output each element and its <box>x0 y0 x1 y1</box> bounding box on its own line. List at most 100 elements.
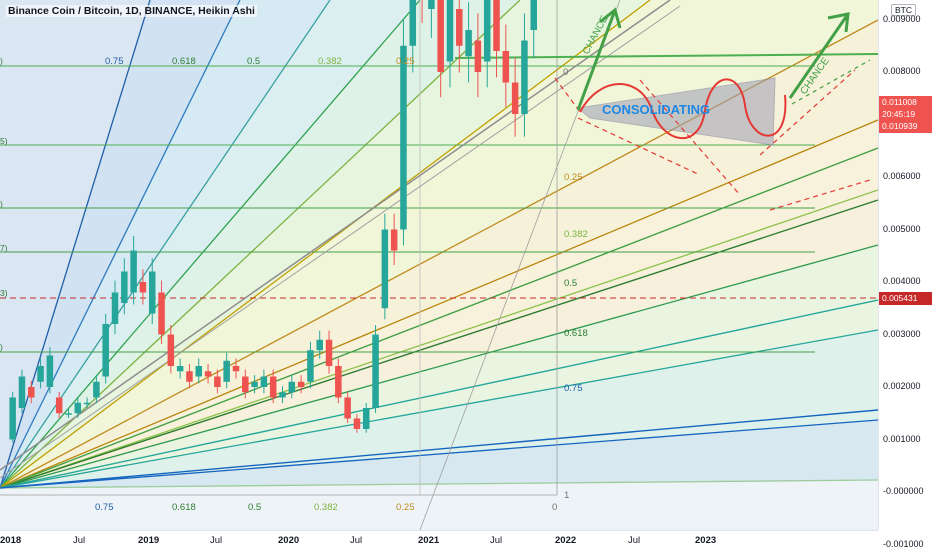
time-tick-label: 2023 <box>695 535 717 546</box>
price-tick-label: 0.001000 <box>883 433 921 444</box>
price-tick-label: 0.004000 <box>883 276 921 286</box>
time-tick-label: 2021 <box>418 535 440 546</box>
price-box: 0.011008 <box>879 96 932 109</box>
projection-dashes <box>554 69 871 211</box>
candle-body <box>297 381 305 387</box>
candle-body <box>195 366 203 377</box>
candle-body <box>390 229 398 251</box>
candle-body <box>344 397 351 419</box>
candle-body <box>139 282 147 293</box>
price-tick-label: -0.000000 <box>883 486 924 496</box>
consolidation-box <box>576 77 776 146</box>
price-tick-label: -0.001000 <box>883 538 924 549</box>
candle-body <box>483 0 491 62</box>
time-tick-label: 2020 <box>278 535 300 546</box>
time-tick-label: Jul <box>210 535 223 546</box>
time-tick-label: Jul <box>73 535 86 546</box>
fib-bottom-label: 0.25 <box>396 502 415 513</box>
candle-body <box>493 0 500 51</box>
price-box: 0.010939 <box>879 120 932 133</box>
fib-top-label: 0.382 <box>318 56 342 67</box>
candle-body <box>335 366 342 398</box>
candle-body <box>148 271 156 314</box>
fan-line <box>0 419 878 489</box>
fan-line <box>0 244 878 489</box>
chart-title: Binance Coin / Bitcoin, 1D, BINANCE, Hei… <box>6 5 257 17</box>
currency-unit[interactable]: BTC <box>891 4 916 16</box>
candle-body <box>474 40 482 72</box>
fib-top-label: 0.75 <box>105 56 124 67</box>
candle-body <box>325 339 333 366</box>
fib-right-label: 0.75 <box>564 383 583 394</box>
trend-line <box>0 0 671 471</box>
left-edge-label: ) <box>0 199 3 209</box>
candle-body <box>269 376 277 398</box>
fib-top-label: 0.5 <box>247 56 260 67</box>
candle-body <box>260 376 268 387</box>
green-projection <box>791 59 871 105</box>
time-tick-label: 2019 <box>138 535 160 546</box>
fib-right-label: 0.25 <box>564 172 583 183</box>
fib-bottom-label: 0 <box>552 502 557 513</box>
fan-line <box>0 0 331 489</box>
fib-bottom-label: 0.5 <box>248 502 261 513</box>
candle-body <box>186 371 193 382</box>
fan-line <box>0 189 878 489</box>
time-tick-label: Jul <box>350 535 363 546</box>
fan-line <box>0 479 878 489</box>
consolidating-label: CONSOLIDATING <box>602 102 710 117</box>
fan-line <box>0 0 241 489</box>
fib-bottom-label: 0.382 <box>314 502 338 513</box>
price-box: 20:45:19 <box>879 108 932 121</box>
candle-body <box>121 271 128 303</box>
candle-body <box>353 418 361 429</box>
candle-body <box>446 0 454 62</box>
price-tick-label: 0.008000 <box>883 66 921 76</box>
candle-body <box>456 9 463 46</box>
fan-zone <box>0 480 878 530</box>
price-box: 0.005431 <box>879 292 932 305</box>
candle-body <box>9 397 16 440</box>
fan-line <box>0 409 878 489</box>
time-tick-label: Jul <box>628 535 641 546</box>
left-edge-label: 5) <box>0 136 8 146</box>
fib-bottom-label: 0.75 <box>95 502 114 513</box>
candle-body <box>521 40 528 114</box>
candle-body <box>55 397 63 414</box>
time-tick-label: 2022 <box>555 535 577 546</box>
chart-area[interactable]: CONSOLIDATING CHANCE CHANCE 0.75 0.618 0.5 0.3… <box>0 0 878 530</box>
fan-line <box>0 0 421 489</box>
candle-body <box>400 45 407 230</box>
price-tick-label: 0.009000 <box>883 13 921 24</box>
fib-right-label: 0.618 <box>564 328 588 339</box>
candle-body <box>279 392 286 398</box>
fan-line <box>0 299 878 489</box>
candle-body <box>530 0 537 30</box>
price-tick-label: 0.006000 <box>883 171 921 181</box>
candle-body <box>167 334 175 366</box>
candle-body <box>102 324 109 377</box>
fan-line <box>0 0 651 489</box>
left-edge-label: ) <box>0 56 3 66</box>
candle-body <box>176 366 184 372</box>
trend-line <box>0 5 681 479</box>
candle-body <box>204 371 212 377</box>
candle-body <box>214 376 221 387</box>
price-axis[interactable]: BTC 0.0130000.0120000.0110000.0100000.00… <box>878 0 932 549</box>
fib-top-label: 0.618 <box>172 56 196 67</box>
candle-body <box>502 51 510 83</box>
price-tick-label: 0.002000 <box>883 381 921 391</box>
left-edge-label: 7) <box>0 243 8 253</box>
green-arrow <box>576 7 850 111</box>
candle-body <box>511 82 519 114</box>
fib-right-label: 1 <box>564 490 569 501</box>
fan-line <box>0 329 878 489</box>
time-tick-label: Jul <box>490 535 503 546</box>
fib-top-label: 0.25 <box>396 56 415 67</box>
candle-body <box>372 334 379 408</box>
time-axis[interactable]: 2018 Jul 2019 Jul 2020 Jul 2021 Jul 2022 Jul 2023 <box>0 530 878 551</box>
fan-line <box>0 119 878 489</box>
candle-body <box>130 250 137 293</box>
candle-body <box>307 350 314 382</box>
